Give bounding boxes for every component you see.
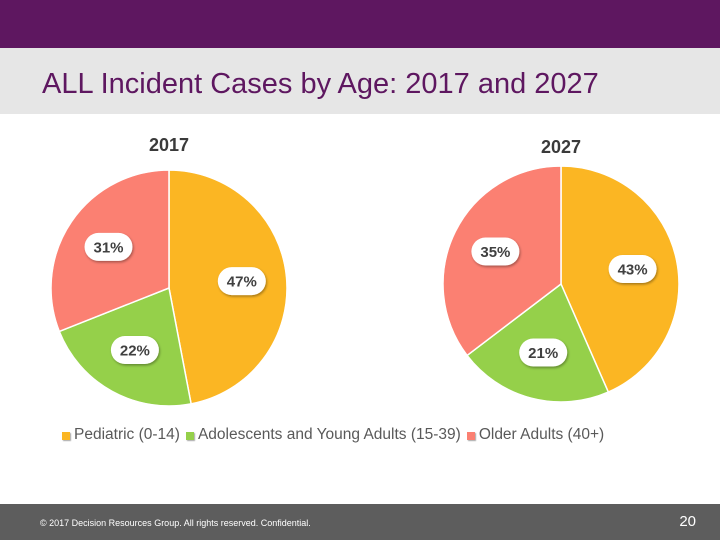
data-label-adolescents: 21% <box>528 345 558 362</box>
legend-label-pediatric: Pediatric (0-14) <box>74 426 180 443</box>
slide-title: ALL Incident Cases by Age: 2017 and 2027 <box>42 68 599 100</box>
legend-label-older-adults: Older Adults (40+) <box>478 426 605 443</box>
page-number: 20 <box>679 513 696 530</box>
data-label-bubble <box>519 338 568 367</box>
data-label-bubble <box>84 232 133 261</box>
legend-swatch-older-adults <box>466 432 475 440</box>
title-band <box>0 48 720 114</box>
pie-chart-2017: 47% 22% 31% 2017 <box>50 135 288 407</box>
data-label-pediatric: 43% <box>618 262 648 279</box>
legend-swatch-adolescents <box>185 432 194 440</box>
copyright-text: © 2017 Decision Resources Group. All rig… <box>40 518 311 528</box>
legend-item-adolescents: Adolescents and Young Adults (15-39) <box>185 426 461 444</box>
legend-label-adolescents: Adolescents and Young Adults (15-39) <box>197 426 461 443</box>
pie-title: 2017 <box>149 135 189 155</box>
pie-chart-2027: 43% 21% 35% 2027 <box>442 137 680 403</box>
footer-bar: © 2017 Decision Resources Group. All rig… <box>0 504 720 540</box>
data-label-pediatric: 47% <box>227 274 257 291</box>
chart-area: 47% 22% 31% 2017 43% 21% 35% 2027 <box>0 114 720 504</box>
header-bar <box>0 0 720 48</box>
data-label-bubble <box>608 255 657 283</box>
data-label-bubble <box>471 237 520 266</box>
data-label-older-adults: 35% <box>480 244 510 261</box>
chart-legend: Pediatric (0-14) Adolescents and Young A… <box>62 424 610 446</box>
data-label-adolescents: 22% <box>120 343 150 360</box>
pie-title: 2027 <box>541 137 581 157</box>
pie-charts: 47% 22% 31% 2017 43% 21% 35% 2027 <box>50 135 680 407</box>
data-label-older-adults: 31% <box>93 239 123 256</box>
legend-swatch-pediatric <box>62 432 70 440</box>
pie-rim <box>442 165 680 403</box>
data-label-bubble <box>217 267 266 296</box>
data-label-bubble <box>110 336 159 364</box>
pie-rim <box>50 169 288 407</box>
legend-item-pediatric: Pediatric (0-14) <box>62 426 180 444</box>
legend-item-older-adults: Older Adults (40+) <box>466 426 605 444</box>
